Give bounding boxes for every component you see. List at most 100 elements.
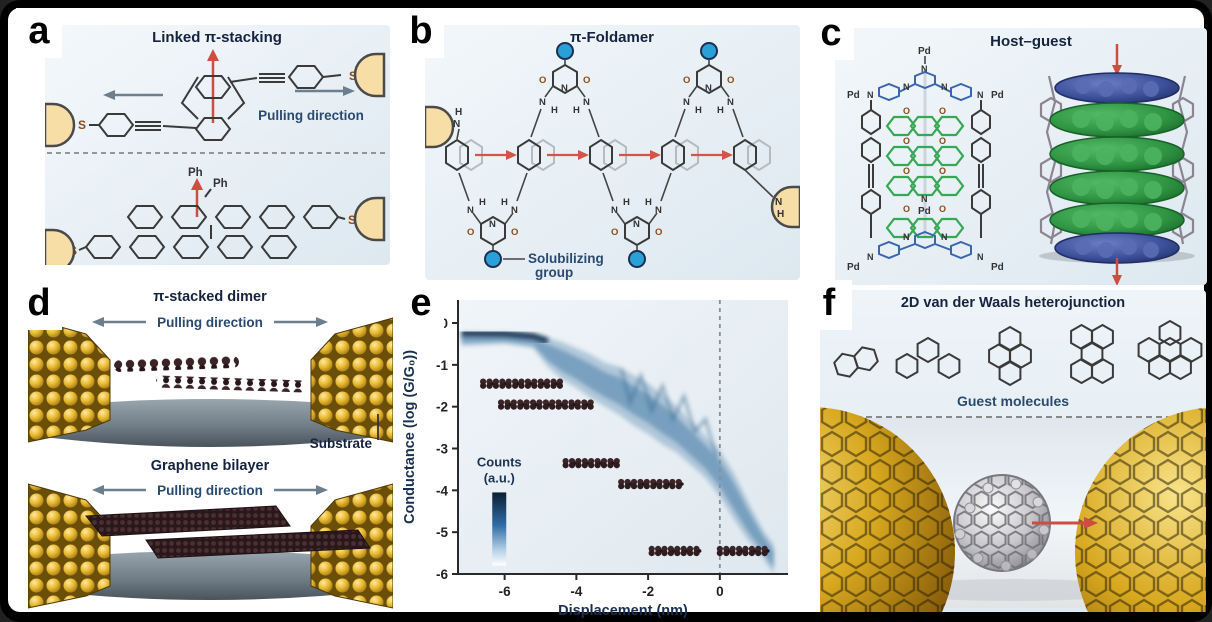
molecule-step-bead (755, 549, 762, 557)
nitrogen-label: N (539, 97, 546, 108)
molecule-step-bead (654, 549, 662, 557)
panel-f-art: 2D van der Waals heterojunction Guest mo… (665, 290, 1212, 622)
n-label: N (921, 194, 928, 204)
hydrogen-label: H (573, 105, 580, 116)
blue-cap-bottom: N N (878, 231, 972, 259)
graphene-sheet-top (85, 505, 291, 537)
conductance-band-inner (461, 334, 774, 568)
solubilizing-group-icon (628, 250, 646, 268)
nitrogen-label: N (511, 205, 518, 216)
molecule-step-bead (510, 403, 517, 410)
hydrogen-label: H (777, 209, 784, 220)
nitrogen-label: N (611, 205, 618, 216)
pull-arrow-down-icon (1112, 44, 1122, 76)
panel-b-art: π-Foldamer H N N H O O N N H H N (423, 25, 802, 280)
pyridine-diamide-unit-bottom: N H H N O O N (458, 172, 528, 268)
solubilizing-group-icon (700, 42, 718, 60)
guest-stack-green (885, 115, 965, 239)
pyridine-diamide-unit-bottom: N H H N O O N (602, 172, 672, 268)
pull-arrow-right-icon (1032, 517, 1098, 529)
substrate-slab (36, 551, 385, 600)
blue-cap-top: N N (878, 71, 972, 101)
y-axis-title: Conductance (log (G/G₀)) (402, 350, 418, 524)
molecule-step-bead (480, 382, 487, 389)
nanotube-junction-render (665, 407, 1212, 622)
molecule-step-bead (748, 549, 755, 557)
y-tick-label: -5 (436, 525, 448, 540)
molecule-step-bead (643, 483, 650, 490)
hydrogen-label: H (551, 105, 558, 116)
molecule-step-bead (618, 483, 625, 490)
pi-stack-arrow-icon (191, 178, 203, 217)
gold-mesh-sphere-right (1075, 407, 1212, 622)
o-label: O (939, 106, 946, 116)
oxygen-label: O (583, 75, 590, 86)
panel-b-title: π-Foldamer (570, 29, 654, 46)
x-tick-label: 0 (716, 584, 724, 599)
nitrogen-label: N (683, 97, 690, 108)
hydrogen-label: H (501, 197, 508, 208)
molecule-step-bead (667, 549, 674, 557)
molecule-step-bead (537, 382, 544, 389)
o-label: O (903, 136, 910, 146)
molecule-step-bead (680, 482, 684, 486)
panel-d-title-top: π-stacked dimer (153, 289, 267, 305)
molecule-step-bead (630, 483, 638, 490)
pyridine-diamide-unit-top: O O N N H H N (674, 42, 744, 138)
pull-arrow-right-icon (274, 485, 328, 495)
host-guest-structure-3d (1039, 44, 1195, 286)
pull-arrow-left-icon (92, 485, 146, 495)
x-tick-label: -2 (642, 584, 654, 599)
molecule-step-bead (661, 549, 668, 557)
molecule-step-bead (518, 382, 525, 389)
molecule-step-bead (588, 462, 595, 469)
molecule-step-bead (594, 462, 601, 469)
o-label: O (903, 204, 910, 214)
nitrogen-label: N (583, 97, 590, 108)
panel-e-label: e (398, 280, 444, 330)
solubilizing-group-label: group (535, 265, 573, 280)
molecule-step-bead (524, 382, 532, 389)
molecule-chain-top (114, 356, 239, 372)
gold-electrode-icon (43, 102, 76, 148)
phenyl-label: Ph (188, 167, 203, 179)
molecule-step-bead (568, 462, 576, 469)
molecule-step-bead (505, 382, 512, 389)
molecule-step-bead (729, 549, 736, 557)
x-axis-title: Displacement (nm) (558, 603, 688, 618)
molecule-step-bead (504, 403, 511, 410)
molecule-step-bead (674, 549, 681, 557)
panel-e: Counts (a.u.) 0 -1 -2 -3 -4 -5 -6 -6 -4 -2 0 Displace… (398, 288, 800, 622)
pd-label: Pd (847, 90, 860, 101)
x-tick-label: -6 (499, 584, 511, 599)
molecule-step-bead (637, 483, 644, 490)
molecule-step-bead (499, 382, 506, 389)
gold-electrode-icon (353, 52, 386, 98)
y-tick-label: -2 (436, 400, 448, 415)
panel-f-title: 2D van der Waals heterojunction (901, 295, 1125, 311)
counts-colorbar (492, 492, 507, 566)
molecular-wire-left: S (78, 113, 197, 137)
molecule-step-bead (716, 549, 723, 557)
o-label: O (903, 166, 910, 176)
nitrogen-label: N (775, 197, 782, 208)
molecule-step-bead (574, 403, 581, 410)
panel-a: Linked π-stacking S S (43, 25, 390, 274)
pd-label: Pd (991, 90, 1004, 101)
molecule-step-bead (600, 462, 608, 469)
plot-area (458, 300, 788, 574)
n-label: N (977, 90, 984, 100)
nitrogen-label: N (633, 219, 640, 230)
molecule-chain-bottom (156, 375, 306, 393)
molecule-step-bead (675, 483, 682, 490)
o-label: O (939, 136, 946, 146)
molecule-step-bead (555, 403, 562, 410)
oxygen-label: O (511, 227, 518, 238)
panel-d-title-bottom: Graphene bilayer (151, 458, 270, 474)
pull-arrow-right-icon (295, 86, 355, 96)
sulfur-label: S (348, 213, 356, 227)
y-tick-label: 0 (440, 316, 448, 331)
hydrogen-label: H (479, 197, 486, 208)
molecule-step-bead (648, 549, 655, 557)
gold-nanorod-electrode (27, 483, 111, 609)
